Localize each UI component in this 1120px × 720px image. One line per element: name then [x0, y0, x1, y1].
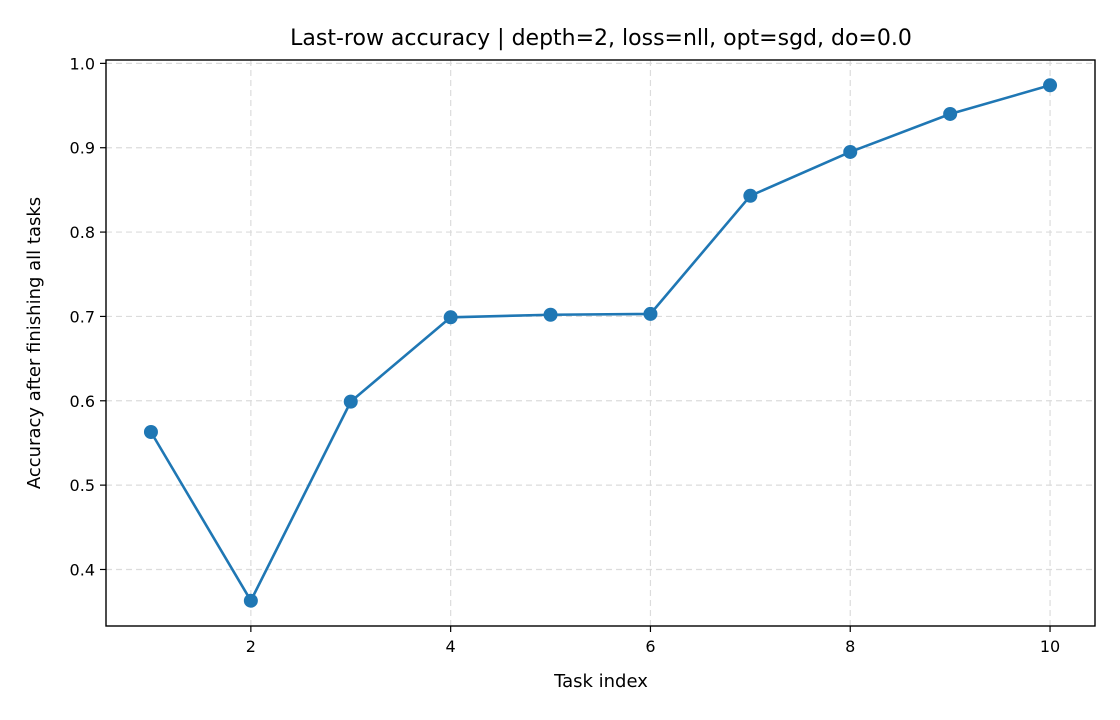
- data-point: [343, 394, 358, 409]
- x-tick-label: 4: [446, 637, 456, 656]
- x-tick-label: 8: [845, 637, 855, 656]
- data-point: [643, 306, 658, 321]
- grid-lines: [106, 60, 1095, 626]
- data-point: [143, 424, 158, 439]
- y-tick-label: 0.8: [70, 223, 95, 242]
- x-tick-label: 2: [246, 637, 256, 656]
- chart-title: Last-row accuracy | depth=2, loss=nll, o…: [290, 26, 912, 51]
- y-tick-label: 0.6: [70, 392, 95, 411]
- y-tick-label: 0.4: [70, 560, 95, 579]
- plot-area-frame: [105, 59, 1096, 627]
- data-point: [743, 188, 758, 203]
- data-point: [843, 144, 858, 159]
- data-point: [443, 310, 458, 325]
- y-tick-label: 0.9: [70, 139, 95, 158]
- series-line: [149, 84, 1052, 602]
- y-tick-label: 0.5: [70, 476, 95, 495]
- y-tick-label: 1.0: [70, 54, 95, 73]
- series-group: [143, 78, 1058, 608]
- x-tick-label: 10: [1040, 637, 1060, 656]
- y-axis-label: Accuracy after finishing all tasks: [24, 197, 45, 489]
- data-point: [943, 106, 958, 121]
- y-tick-label: 0.7: [70, 307, 95, 326]
- data-point: [1043, 78, 1058, 93]
- x-tick-label: 6: [645, 637, 655, 656]
- data-point: [243, 593, 258, 608]
- data-point: [543, 307, 558, 322]
- x-axis-label: Task index: [553, 671, 648, 692]
- axis-ticks: 2 4 6 8 10 0.4 0.5 0.6 0.7 0.8 0.9 1.0: [70, 54, 1061, 656]
